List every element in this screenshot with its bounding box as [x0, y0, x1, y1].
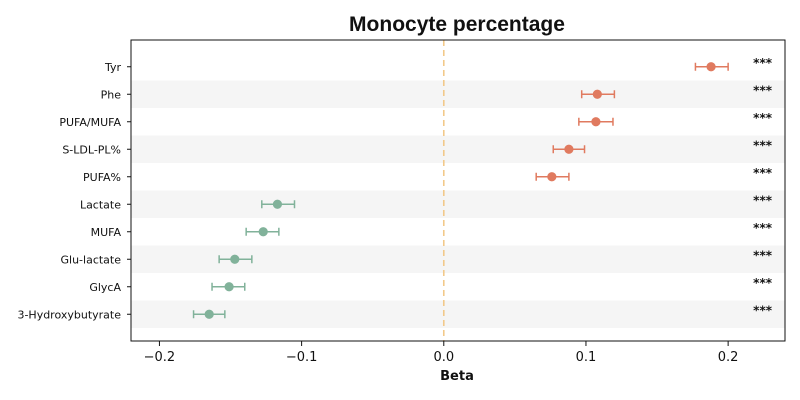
x-tick-label: 0.2 — [718, 350, 739, 365]
y-tick-label: GlycA — [89, 281, 121, 294]
y-tick-label: S-LDL-PL% — [62, 143, 121, 156]
plot-frame — [130, 39, 786, 342]
data-point — [258, 227, 268, 237]
row-band — [131, 135, 785, 163]
significance-label: *** — [753, 83, 773, 97]
data-point — [272, 199, 283, 209]
y-tick-label: 3-Hydroxybutyrate — [17, 308, 121, 321]
significance-label: *** — [753, 166, 773, 180]
significance-labels: *** *** *** *** *** *** *** *** *** *** — [753, 56, 773, 318]
data-points — [192, 62, 729, 319]
y-tick-label: Phe — [101, 88, 122, 101]
y-tick-label: Tyr — [104, 61, 122, 74]
significance-label: *** — [753, 111, 773, 125]
x-tick-label: 0.1 — [576, 350, 597, 365]
x-tick-label: −0.1 — [286, 350, 318, 365]
y-tick-label: MUFA — [91, 226, 122, 239]
y-tick-label: PUFA% — [83, 171, 121, 184]
significance-label: *** — [753, 193, 773, 207]
data-point — [592, 89, 602, 99]
significance-label: *** — [753, 138, 773, 152]
data-point — [564, 144, 574, 154]
row-bands — [131, 80, 785, 328]
significance-label: *** — [753, 221, 773, 235]
data-point — [591, 117, 601, 127]
significance-label: *** — [753, 303, 773, 317]
data-point — [706, 62, 716, 72]
row-band — [131, 300, 785, 328]
chart-title: Monocyte percentage — [349, 13, 565, 36]
y-tick-labels: Tyr Phe PUFA/MUFA S-LDL-PL% PUFA% Lactate MUFA… — [17, 61, 121, 322]
row-band — [131, 190, 785, 218]
data-point — [204, 309, 214, 319]
significance-label: *** — [753, 248, 773, 262]
data-point — [224, 282, 234, 292]
significance-label: *** — [753, 56, 773, 70]
x-tick-label: −0.2 — [144, 350, 176, 365]
x-tick-labels: −0.2 −0.1 0.0 0.1 0.2 — [144, 350, 739, 365]
row-band — [131, 80, 785, 108]
y-tick-label: PUFA/MUFA — [59, 116, 121, 129]
y-tick-label: Lactate — [80, 198, 121, 211]
x-axis-label: Beta — [440, 369, 474, 384]
y-tick-label: Glu-lactate — [61, 253, 122, 266]
axes — [127, 39, 786, 346]
significance-label: *** — [753, 276, 773, 290]
x-tick-label: 0.0 — [433, 350, 454, 365]
data-point — [230, 254, 240, 264]
data-point — [547, 172, 557, 182]
